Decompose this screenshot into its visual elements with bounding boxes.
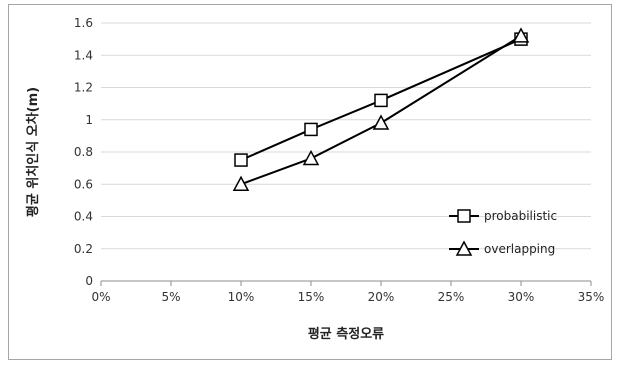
y-tick-label: 1 — [85, 113, 93, 127]
x-tick-label: 10% — [228, 290, 255, 304]
probabilistic-line — [240, 38, 522, 161]
x-tick-label: 0% — [91, 290, 110, 304]
x-axis-title: 평균 측정오류 — [308, 326, 384, 342]
y-tick-label: 1.4 — [74, 48, 93, 62]
probabilistic-point — [234, 153, 248, 167]
overlapping-point — [512, 27, 530, 43]
legend-marker — [455, 240, 473, 256]
y-tick-label: 0.4 — [74, 210, 93, 224]
overlapping-line — [240, 35, 522, 186]
y-tick-label: 0.2 — [74, 242, 93, 256]
legend-marker — [457, 209, 471, 223]
legend-item-overlapping: overlapping — [449, 240, 555, 256]
y-tick-labels: 0 0.2 0.4 0.6 0.8 1 1.2 1.4 1.6 — [74, 16, 93, 288]
y-tick-label: 1.6 — [74, 16, 93, 30]
series-probabilistic — [234, 32, 528, 167]
legend: probabilistic overlapping — [449, 209, 557, 256]
series-layer — [232, 27, 530, 191]
x-tick-label: 20% — [368, 290, 395, 304]
y-tick-label: 0.6 — [74, 177, 93, 191]
x-tick-label: 35% — [578, 290, 605, 304]
x-tick-label: 25% — [438, 290, 465, 304]
axes — [100, 280, 592, 286]
y-tick-label: 0 — [85, 274, 93, 288]
legend-label: probabilistic — [484, 209, 557, 223]
x-tick-label: 5% — [161, 290, 180, 304]
legend-label: overlapping — [484, 242, 555, 256]
legend-item-probabilistic: probabilistic — [449, 209, 557, 223]
overlapping-point — [302, 149, 320, 166]
overlapping-point — [232, 175, 250, 191]
gridlines — [101, 22, 591, 282]
series-overlapping — [232, 27, 530, 191]
line-chart: 0 0.2 0.4 0.6 0.8 1 1.2 1.4 1.6 0% 5% 10% 15% 20% 25%… — [25, 16, 604, 342]
x-tick-label: 30% — [508, 290, 535, 304]
probabilistic-point — [374, 93, 388, 108]
overlapping-point — [372, 114, 390, 130]
y-axis-title: 평균 위치인식 오차(m) — [25, 87, 41, 217]
y-tick-label: 0.8 — [74, 145, 93, 159]
x-tick-labels: 0% 5% 10% 15% 20% 25% 30% 35% — [91, 290, 604, 304]
probabilistic-point — [304, 122, 318, 137]
y-tick-label: 1.2 — [74, 81, 93, 95]
chart-frame: 0 0.2 0.4 0.6 0.8 1 1.2 1.4 1.6 0% 5% 10% 15% 20% 25%… — [8, 4, 612, 360]
x-tick-label: 15% — [298, 290, 325, 304]
